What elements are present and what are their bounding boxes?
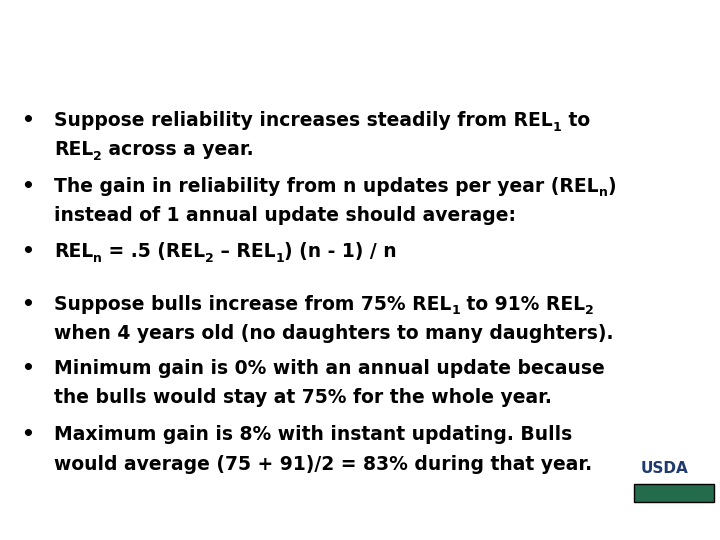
Text: ) (n - 1) / n: ) (n - 1) / n: [284, 242, 397, 261]
Text: to: to: [562, 111, 590, 130]
Text: REL: REL: [54, 140, 94, 159]
Text: 1: 1: [553, 120, 562, 133]
Text: •: •: [21, 426, 34, 444]
Text: Phenotypic update frequency: Phenotypic update frequency: [20, 23, 505, 51]
Text: ): ): [608, 177, 616, 196]
Text: •: •: [21, 111, 34, 130]
Text: 1: 1: [276, 252, 284, 265]
Text: when 4 years old (no daughters to many daughters).: when 4 years old (no daughters to many d…: [54, 324, 613, 343]
Text: •: •: [21, 242, 34, 261]
Text: instead of 1 annual update should average:: instead of 1 annual update should averag…: [54, 206, 516, 225]
Text: = .5 (REL: = .5 (REL: [102, 242, 205, 261]
Text: VanRaden: VanRaden: [616, 517, 668, 528]
Text: 2: 2: [94, 150, 102, 163]
FancyBboxPatch shape: [634, 484, 714, 502]
Text: Interbull annual meeting, Auckland, New Zealand, 2018 (9): Interbull annual meeting, Auckland, New …: [11, 517, 320, 528]
Text: the bulls would stay at 75% for the whole year.: the bulls would stay at 75% for the whol…: [54, 388, 552, 407]
Text: USDA: USDA: [641, 462, 688, 476]
Text: •: •: [21, 295, 34, 314]
Text: The gain in reliability from n updates per year (REL: The gain in reliability from n updates p…: [54, 177, 598, 196]
Text: to 91% REL: to 91% REL: [460, 295, 585, 314]
Text: across a year.: across a year.: [102, 140, 253, 159]
Text: Suppose reliability increases steadily from REL: Suppose reliability increases steadily f…: [54, 111, 553, 130]
Text: would average (75 + 91)/2 = 83% during that year.: would average (75 + 91)/2 = 83% during t…: [54, 455, 592, 474]
Text: 1: 1: [451, 305, 460, 318]
Text: – REL: – REL: [214, 242, 276, 261]
Text: •: •: [21, 359, 34, 377]
Text: •: •: [21, 177, 34, 196]
Text: 2: 2: [205, 252, 214, 265]
Text: n: n: [94, 252, 102, 265]
Text: Maximum gain is 8% with instant updating. Bulls: Maximum gain is 8% with instant updating…: [54, 426, 572, 444]
Text: 2: 2: [585, 305, 594, 318]
Text: n: n: [598, 186, 608, 199]
Text: REL: REL: [54, 242, 94, 261]
Text: Suppose bulls increase from 75% REL: Suppose bulls increase from 75% REL: [54, 295, 451, 314]
Text: Minimum gain is 0% with an annual update because: Minimum gain is 0% with an annual update…: [54, 359, 605, 377]
